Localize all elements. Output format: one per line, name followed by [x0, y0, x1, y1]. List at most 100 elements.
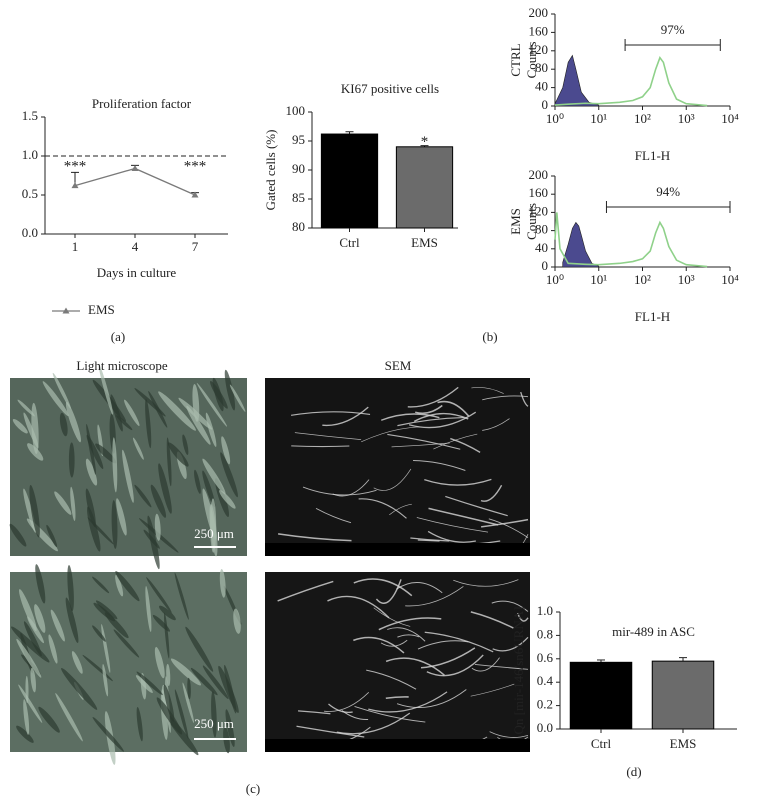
fiber [408, 411, 477, 429]
fiber [341, 710, 369, 721]
x-tick-label: 10⁰ [546, 272, 564, 287]
fiber [387, 433, 461, 450]
cell [194, 469, 201, 494]
fiber [416, 517, 489, 533]
bar [569, 661, 633, 730]
cell [98, 364, 113, 415]
bar [651, 660, 715, 730]
fiber [378, 617, 442, 631]
cell [136, 706, 143, 742]
panel-label: (d) [626, 764, 641, 779]
fiber [488, 518, 529, 538]
cell [111, 500, 118, 549]
y-tick-label: 0.2 [537, 697, 553, 712]
y-tick-label: 95 [292, 132, 305, 147]
fiber [417, 539, 440, 542]
x-tick-label: Ctrl [591, 736, 612, 751]
fiber [298, 710, 331, 715]
fiber [366, 669, 417, 690]
fiber [396, 689, 467, 709]
x-axis-label: Days in culture [97, 265, 177, 280]
fiber [481, 518, 529, 528]
cell [154, 646, 165, 679]
cell [104, 612, 129, 639]
cell [233, 608, 241, 634]
cell [154, 513, 161, 541]
cell [102, 664, 109, 697]
y-axis-label: Counts [524, 203, 539, 240]
cell [219, 490, 236, 509]
fiber [414, 404, 443, 414]
cell [42, 381, 69, 417]
cell [219, 569, 226, 598]
fiber [492, 636, 529, 652]
scale-label: 250 μm [194, 526, 234, 541]
cell [146, 577, 172, 613]
fiber [482, 418, 510, 431]
fiber [353, 578, 413, 597]
cell [136, 671, 163, 696]
x-tick-label: EMS [670, 736, 697, 751]
y-tick-label: 120 [529, 42, 549, 57]
cell [186, 405, 211, 445]
cell [205, 412, 217, 447]
scale-label: 250 μm [194, 716, 234, 731]
cell [202, 470, 216, 508]
fiber [405, 586, 464, 607]
cell [115, 574, 124, 597]
fiber [336, 712, 411, 735]
cell [159, 605, 176, 621]
fiber [437, 400, 470, 417]
cell [12, 419, 28, 434]
cell [31, 402, 39, 455]
cell [54, 491, 72, 515]
cell [224, 664, 237, 714]
bar [395, 146, 454, 229]
x-tick-label: 10² [634, 111, 651, 126]
y-tick-label: 40 [535, 240, 548, 255]
y-axis-label: Gated cells (%) [263, 130, 278, 211]
annotation: * [421, 134, 429, 150]
cell [202, 488, 217, 540]
cell [145, 586, 152, 633]
y-tick-label: 0 [542, 97, 549, 112]
fiber [327, 595, 390, 619]
cell [17, 399, 35, 417]
x-tick-label: 10⁴ [721, 111, 739, 126]
cell [221, 436, 231, 465]
fiber [391, 442, 450, 448]
image-title: SEM [385, 358, 412, 373]
cell [9, 523, 27, 547]
fiber [420, 647, 476, 669]
cell [164, 612, 170, 659]
cell [220, 452, 238, 498]
fiber [294, 432, 362, 440]
cell [71, 651, 83, 674]
x-tick-label: 10¹ [590, 111, 607, 126]
y-tick-label: 160 [529, 23, 549, 38]
cell [65, 401, 82, 443]
histogram-line [554, 56, 708, 107]
y-axis-label: Qn [mir-146/sn6URNA] [511, 607, 526, 735]
fiber [470, 611, 514, 629]
cell [196, 382, 228, 427]
cell [34, 604, 46, 633]
cell [19, 589, 37, 632]
cell [16, 725, 34, 743]
y-tick-label: 80 [535, 60, 548, 75]
cell [18, 684, 43, 723]
fiber [385, 696, 409, 700]
y-tick-label: 1.0 [537, 603, 553, 618]
cell [67, 564, 74, 612]
fiber [354, 705, 426, 723]
x-tick-label: 10⁴ [721, 272, 739, 287]
cell [61, 668, 98, 710]
fiber [417, 640, 469, 650]
cell [156, 697, 183, 735]
fiber [290, 411, 371, 416]
fiber [424, 478, 492, 486]
cell [68, 442, 75, 478]
cell [95, 600, 118, 620]
fiber [453, 579, 519, 587]
